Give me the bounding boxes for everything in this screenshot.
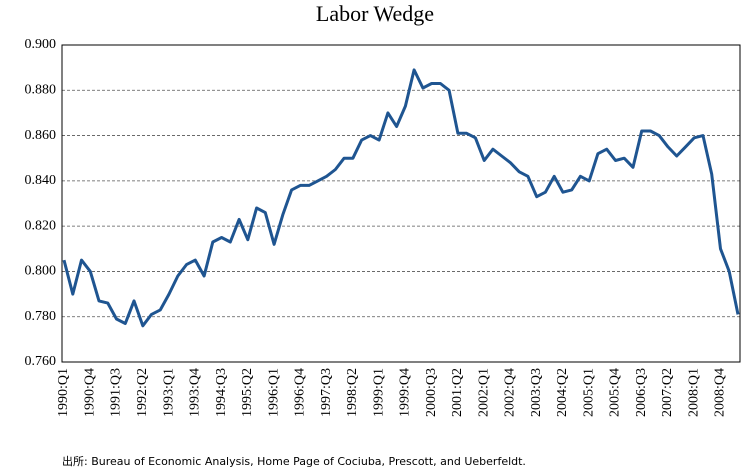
y-tick-label: 0.800 [25, 264, 57, 279]
x-tick-label: 1993:Q4 [188, 368, 203, 417]
y-tick-label: 0.840 [25, 173, 57, 188]
x-tick-label: 1996:Q1 [266, 368, 281, 417]
chart-title: Labor Wedge [316, 1, 434, 26]
x-tick-label: 2004:Q2 [555, 368, 570, 417]
x-tick-label: 1991:Q3 [109, 368, 124, 417]
x-tick-label: 1990:Q4 [82, 368, 97, 417]
x-tick-label: 2008:Q4 [713, 368, 728, 417]
x-tick-label: 1990:Q1 [56, 368, 71, 417]
x-tick-label: 2008:Q1 [686, 368, 701, 417]
x-tick-label: 2006:Q3 [634, 368, 649, 417]
x-tick-label: 1992:Q2 [135, 368, 150, 417]
x-tick-label: 1994:Q3 [214, 368, 229, 417]
x-tick-label: 2007:Q2 [660, 368, 675, 417]
x-tick-label: 2002:Q1 [476, 368, 491, 417]
y-tick-label: 0.880 [25, 83, 57, 98]
x-tick-label: 2003:Q3 [529, 368, 544, 417]
x-tick-label: 1997:Q3 [319, 368, 334, 417]
x-tick-label: 1999:Q4 [398, 368, 413, 417]
plot-frame [61, 44, 741, 363]
data-line [62, 68, 740, 328]
x-tick-label: 2001:Q2 [450, 368, 465, 417]
x-tick-label: 1995:Q2 [240, 368, 255, 417]
y-tick-label: 0.860 [25, 128, 57, 143]
x-tick-label: 2005:Q4 [608, 368, 623, 417]
x-tick-label: 1993:Q1 [161, 368, 176, 417]
x-tick-label: 2000:Q3 [424, 368, 439, 417]
x-tick-label: 2002:Q4 [503, 368, 518, 417]
x-tick-label: 1999:Q1 [371, 368, 386, 417]
y-tick-label: 0.760 [25, 354, 57, 369]
y-tick-label: 0.900 [25, 37, 57, 52]
x-tick-label: 1996:Q4 [293, 368, 308, 417]
x-tick-label: 1998:Q2 [345, 368, 360, 417]
y-tick-label: 0.820 [25, 218, 57, 233]
source-note: 出所: Bureau of Economic Analysis, Home Pa… [62, 454, 526, 468]
x-tick-label: 2005:Q1 [581, 368, 596, 417]
y-tick-label: 0.780 [25, 309, 57, 324]
